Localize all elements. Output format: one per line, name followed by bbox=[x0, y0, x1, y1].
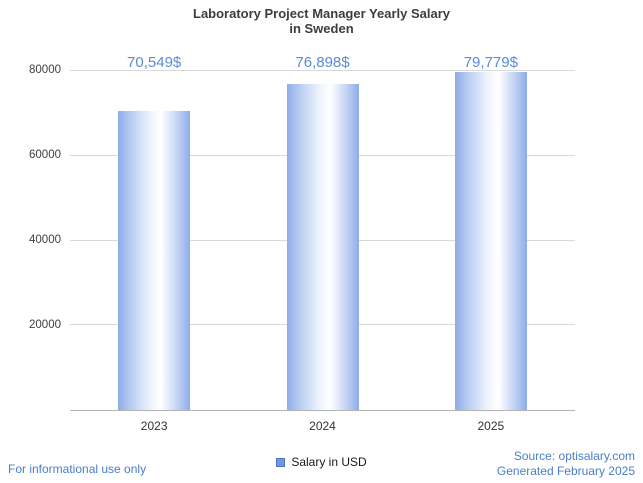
legend-swatch-icon bbox=[276, 457, 286, 467]
bar bbox=[454, 71, 527, 410]
chart-title-line2: in Sweden bbox=[289, 20, 354, 36]
bar bbox=[286, 84, 359, 410]
x-axis-labels: 2023 2024 2025 bbox=[70, 419, 575, 435]
y-axis-tick-label: 80000 bbox=[29, 64, 61, 76]
legend-label: Salary in USD bbox=[291, 455, 367, 469]
legend: Salary in USD bbox=[0, 455, 643, 469]
value-labels-row: 70,549$ 76,898$ 79,779$ bbox=[70, 54, 575, 72]
y-axis-tick-label: 20000 bbox=[29, 319, 61, 331]
footer-disclaimer: For informational use only bbox=[8, 462, 147, 476]
footer-source-line: Source: optisalary.com bbox=[513, 449, 635, 463]
footer-generated-line: Generated February 2025 bbox=[496, 464, 635, 478]
x-axis-category-label: 2023 bbox=[140, 419, 168, 433]
chart-title-line1: Laboratory Project Manager Yearly Salary bbox=[193, 6, 450, 21]
y-axis-tick-label: 60000 bbox=[29, 149, 61, 161]
x-axis-category-label: 2024 bbox=[309, 419, 336, 433]
x-axis-category-label: 2025 bbox=[477, 419, 505, 433]
y-axis-tick-label: 40000 bbox=[29, 234, 61, 246]
plot-area: 20000 40000 60000 80000 bbox=[29, 64, 575, 411]
bar-value-label: 79,779$ bbox=[463, 54, 518, 71]
footer-source: Source: optisalary.com Generated Februar… bbox=[497, 449, 635, 479]
chart-title: Laboratory Project Manager Yearly Salary… bbox=[0, 6, 643, 37]
bar-value-label: 76,898$ bbox=[295, 54, 350, 71]
bar bbox=[118, 111, 191, 410]
gridline: 80000 bbox=[29, 64, 575, 76]
bar-value-label: 70,549$ bbox=[127, 54, 182, 71]
